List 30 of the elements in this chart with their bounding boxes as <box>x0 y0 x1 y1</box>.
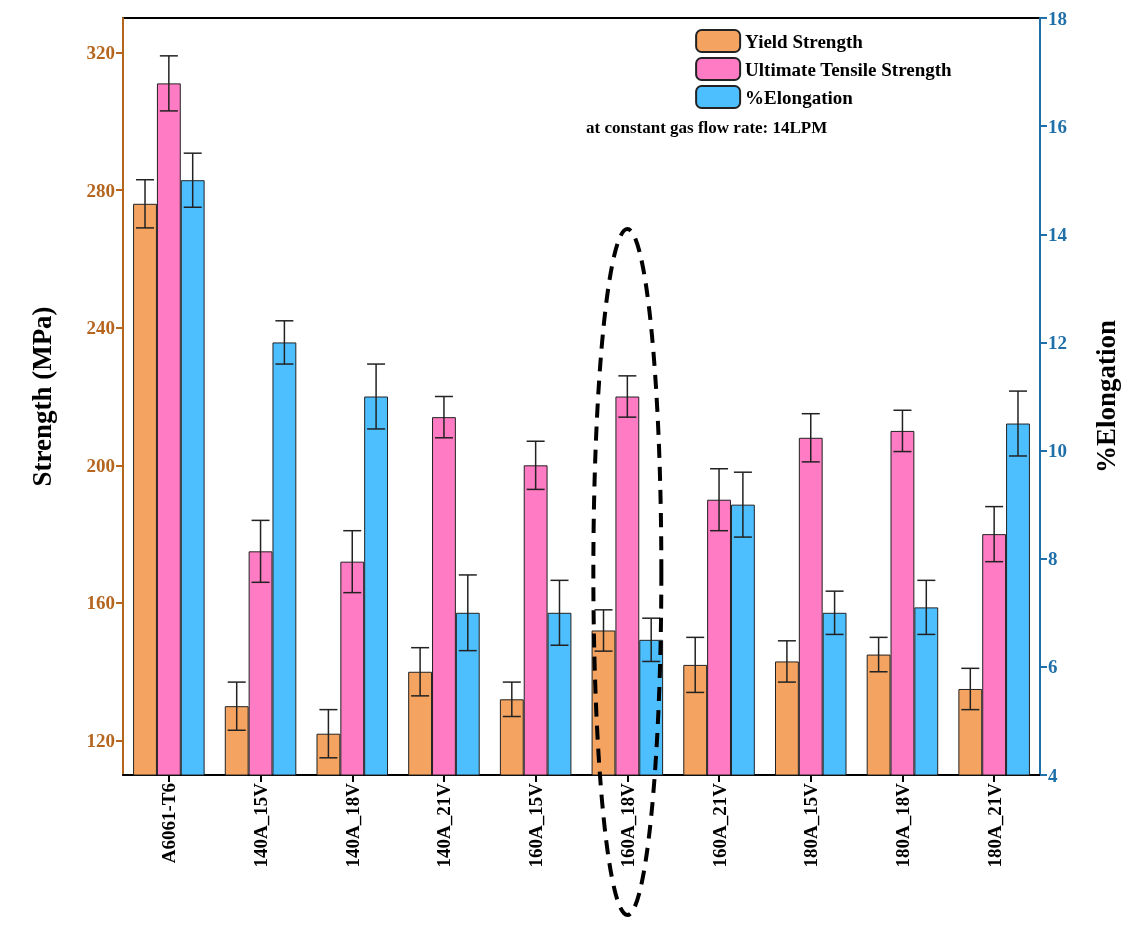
y2-axis-title: %Elongation <box>1090 319 1121 474</box>
x-tick-label: A6061-T6 <box>158 783 180 864</box>
y-tick-label: 320 <box>86 41 115 63</box>
legend-label: %Elongation <box>745 86 854 108</box>
y2-tick-label: 8 <box>1048 548 1058 570</box>
y2-tick-label: 12 <box>1048 331 1067 353</box>
y2-tick-label: 4 <box>1048 764 1058 786</box>
x-tick-label: 160A_21V <box>708 782 730 868</box>
x-tick-label: 180A_15V <box>800 782 822 868</box>
legend-label: Ultimate Tensile Strength <box>745 58 953 80</box>
annotation: at constant gas flow rate: 14LPM <box>586 118 828 138</box>
x-tick-label: 180A_21V <box>983 782 1005 868</box>
y2-tick-label: 6 <box>1048 656 1058 678</box>
x-tick-label: 140A_15V <box>250 782 272 868</box>
y-tick-label: 160 <box>86 592 115 614</box>
x-tick-label: 140A_18V <box>341 782 363 868</box>
x-tick-label: 180A_18V <box>891 782 913 868</box>
y-tick-label: 240 <box>86 317 115 339</box>
x-tick-label: 160A_18V <box>616 782 638 868</box>
y2-tick-label: 18 <box>1048 7 1067 29</box>
legend-label: Yield Strength <box>745 30 864 52</box>
y2-tick-label: 14 <box>1048 223 1068 245</box>
y-tick-label: 200 <box>86 454 115 476</box>
y-tick-label: 120 <box>86 730 115 752</box>
y-tick-label: 280 <box>86 179 115 201</box>
y2-tick-label: 16 <box>1048 115 1067 137</box>
x-tick-label: 160A_15V <box>525 782 547 868</box>
y-axis-title: Strength (MPa) <box>26 306 57 487</box>
x-tick-label: 140A_21V <box>433 782 455 868</box>
y2-tick-label: 10 <box>1048 440 1067 462</box>
